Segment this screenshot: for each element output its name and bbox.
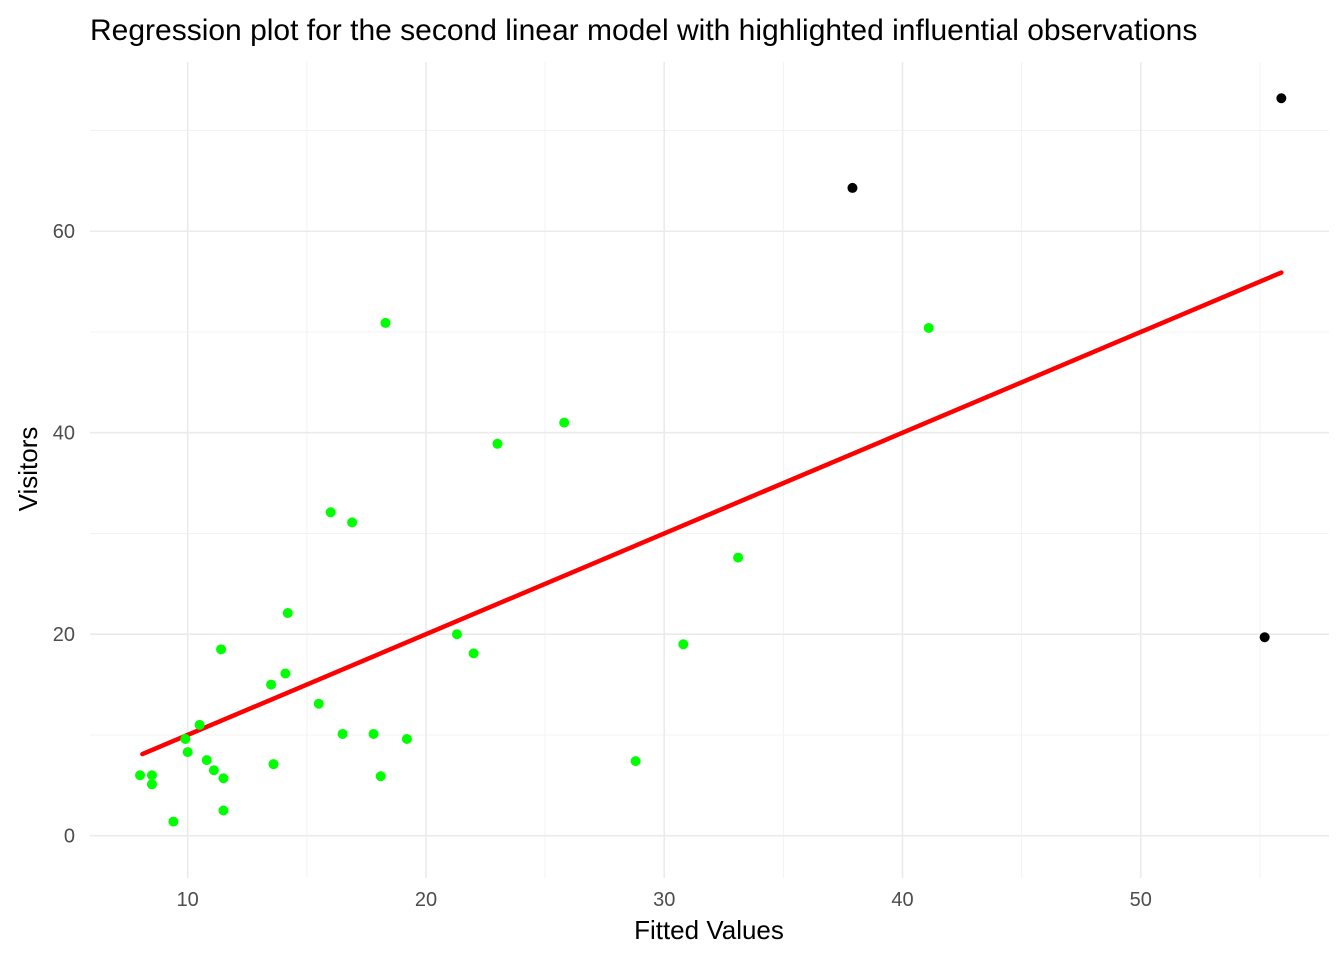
- x-tick-label: 40: [891, 889, 913, 911]
- influential-point: [1276, 93, 1287, 104]
- data-point: [268, 759, 279, 770]
- data-point: [280, 668, 291, 679]
- data-point: [630, 756, 641, 767]
- data-point: [135, 770, 146, 781]
- data-point: [216, 644, 227, 655]
- data-point: [180, 733, 191, 744]
- data-point: [182, 747, 193, 758]
- data-point: [266, 679, 277, 690]
- x-tick-label: 30: [653, 889, 675, 911]
- chart-title: Regression plot for the second linear mo…: [90, 14, 1197, 47]
- data-point: [313, 698, 324, 709]
- data-point: [733, 552, 744, 563]
- data-point: [282, 608, 293, 619]
- data-point: [368, 728, 379, 739]
- data-point: [380, 317, 391, 328]
- grid: [90, 62, 1329, 878]
- data-point: [375, 771, 386, 782]
- tick-labels: 10 20 30 40 50 0 20 40 60: [53, 221, 1152, 911]
- influential-point: [847, 182, 858, 193]
- data-point: [468, 648, 479, 659]
- data-point: [678, 639, 689, 650]
- influential-point: [1259, 632, 1270, 643]
- data-point: [146, 779, 157, 790]
- data-point: [559, 417, 570, 428]
- y-tick-label: 0: [64, 826, 75, 848]
- x-tick-label: 10: [177, 889, 199, 911]
- data-point: [218, 805, 229, 816]
- data-point: [325, 507, 336, 518]
- data-point: [146, 770, 157, 781]
- y-tick-label: 60: [53, 221, 75, 243]
- data-point: [923, 322, 934, 333]
- data-point: [194, 719, 205, 730]
- data-point: [337, 728, 348, 739]
- data-points: [135, 93, 1287, 827]
- data-point: [208, 765, 219, 776]
- y-tick-label: 20: [53, 624, 75, 646]
- regression-fit-line: [140, 270, 1284, 757]
- x-axis-title: Fitted Values: [634, 915, 784, 945]
- y-axis-title: Visitors: [13, 427, 43, 512]
- data-point: [401, 733, 412, 744]
- x-tick-label: 20: [415, 889, 437, 911]
- x-tick-label: 50: [1130, 889, 1152, 911]
- data-point: [492, 438, 503, 449]
- data-point: [451, 629, 462, 640]
- data-point: [168, 816, 179, 827]
- data-point: [347, 517, 358, 528]
- data-point: [218, 773, 229, 784]
- data-point: [201, 755, 212, 766]
- y-tick-label: 40: [53, 423, 75, 445]
